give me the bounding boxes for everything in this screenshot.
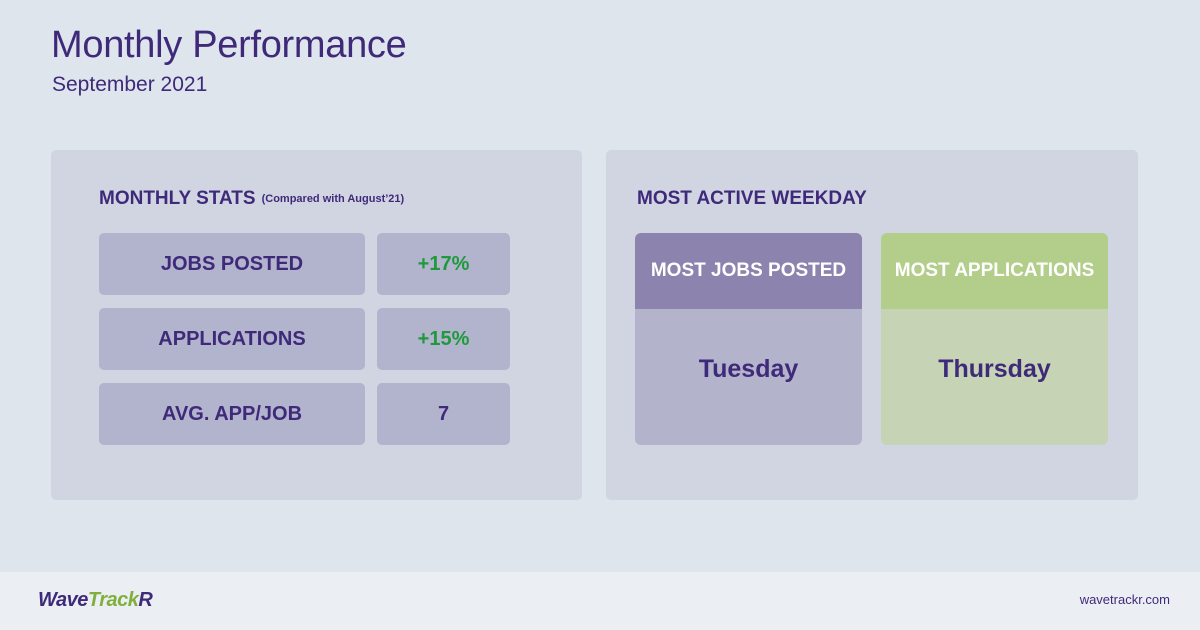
page-title: Monthly Performance bbox=[51, 24, 407, 66]
most-applications-day: Thursday bbox=[938, 354, 1051, 383]
stat-label-avg-app-job: AVG. APP/JOB bbox=[99, 383, 365, 445]
footer: WaveTrackR wavetrackr.com bbox=[0, 572, 1200, 630]
stat-label-applications: APPLICATIONS bbox=[99, 308, 365, 370]
monthly-stats-heading: MONTHLY STATS (Compared with August’21) bbox=[99, 188, 404, 210]
website-link[interactable]: wavetrackr.com bbox=[1079, 592, 1170, 607]
most-jobs-posted-title: MOST JOBS POSTED bbox=[635, 233, 862, 309]
most-jobs-posted-card: MOST JOBS POSTED Tuesday bbox=[635, 233, 862, 445]
comparison-note: (Compared with August’21) bbox=[261, 193, 405, 205]
stat-value-jobs-posted: +17% bbox=[377, 233, 510, 295]
monthly-stats-title: MONTHLY STATS bbox=[99, 188, 256, 209]
weekday-heading: MOST ACTIVE WEEKDAY bbox=[637, 188, 867, 209]
logo-text-track: Track bbox=[87, 589, 139, 611]
most-applications-card: MOST APPLICATIONS Thursday bbox=[881, 233, 1108, 445]
stat-value-applications: +15% bbox=[377, 308, 510, 370]
page-subtitle: September 2021 bbox=[52, 73, 208, 96]
logo-text-r: R bbox=[138, 589, 153, 611]
most-applications-title: MOST APPLICATIONS bbox=[881, 233, 1108, 309]
stat-value-avg-app-job: 7 bbox=[377, 383, 510, 445]
most-active-weekday-panel: MOST ACTIVE WEEKDAY MOST JOBS POSTED Tue… bbox=[606, 150, 1138, 500]
wavetrackr-logo[interactable]: WaveTrackR bbox=[38, 589, 153, 612]
most-jobs-posted-day: Tuesday bbox=[698, 354, 799, 383]
monthly-stats-panel: MONTHLY STATS (Compared with August’21) J… bbox=[51, 150, 582, 500]
logo-text-wave: Wave bbox=[38, 589, 88, 611]
stat-label-jobs-posted: JOBS POSTED bbox=[99, 233, 365, 295]
